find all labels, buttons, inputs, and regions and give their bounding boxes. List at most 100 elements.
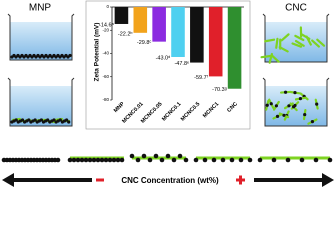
particle xyxy=(177,153,183,159)
particle xyxy=(129,153,135,159)
particle xyxy=(20,118,25,122)
particle xyxy=(293,91,297,95)
particle xyxy=(119,157,125,163)
particle xyxy=(298,96,303,101)
particle xyxy=(67,157,73,163)
nanocrystal xyxy=(291,42,303,48)
particle xyxy=(171,157,177,163)
particle xyxy=(52,118,56,122)
nanocrystal xyxy=(278,46,289,53)
y-tick-label: -60 xyxy=(102,74,109,79)
particle xyxy=(99,157,105,163)
value-label: -70.3ᵍ xyxy=(212,87,227,93)
beaker-outline xyxy=(262,77,330,127)
y-tick-label: -20 xyxy=(102,27,109,32)
particle xyxy=(33,118,37,122)
particle xyxy=(115,157,121,163)
particle xyxy=(165,153,171,159)
particle xyxy=(303,112,307,117)
nanocrystal xyxy=(270,54,280,63)
particle xyxy=(55,157,61,163)
particle xyxy=(229,157,235,163)
particle xyxy=(159,157,165,163)
bar xyxy=(227,7,242,89)
particle xyxy=(141,153,147,159)
particle xyxy=(153,153,159,159)
particle xyxy=(87,157,93,163)
particle xyxy=(193,157,199,163)
nanocrystal xyxy=(305,35,312,46)
particle xyxy=(111,157,117,163)
caption-bg xyxy=(92,174,254,186)
arrow-head xyxy=(322,173,334,187)
beaker-outline xyxy=(7,13,75,61)
bar xyxy=(171,7,185,57)
particle xyxy=(71,157,77,163)
particle xyxy=(211,157,217,163)
graphic: MNP CNC Zeta Potential (mV) 0 -20 -40 -60 -8… xyxy=(1,0,334,187)
beaker-outline xyxy=(7,77,75,127)
particle xyxy=(275,114,280,118)
nanocrystal xyxy=(294,34,305,42)
particle xyxy=(269,102,273,106)
particle xyxy=(247,157,253,163)
particle xyxy=(135,157,141,163)
nanocrystal xyxy=(280,33,290,42)
beaker-outline xyxy=(262,13,330,63)
axis-caption: CNC Concentration (wt%) xyxy=(121,176,219,185)
bar xyxy=(114,7,129,24)
particle xyxy=(327,157,333,163)
arrow-head xyxy=(2,173,14,187)
nanocrystal xyxy=(260,54,272,59)
left-title: MNP xyxy=(29,3,52,14)
y-axis-title: Zeta Potential (mV) xyxy=(94,23,101,82)
particle xyxy=(103,157,109,163)
particle xyxy=(91,157,97,163)
particle xyxy=(287,104,291,108)
concentration-arrow: CNC Concentration (wt%) xyxy=(2,173,334,187)
particle xyxy=(67,120,71,124)
value-label: -22.2ᵇ xyxy=(118,30,133,37)
bar xyxy=(208,7,223,77)
beaker xyxy=(10,22,72,60)
bar xyxy=(133,7,148,33)
particle xyxy=(274,104,278,108)
nanocrystal xyxy=(316,38,326,47)
particle xyxy=(46,118,50,122)
particle xyxy=(107,157,113,163)
value-label: -47.8ᵉ xyxy=(174,61,189,67)
particle xyxy=(313,157,319,163)
bar xyxy=(190,7,204,63)
particle xyxy=(58,118,62,122)
plus-icon xyxy=(239,175,242,185)
particle xyxy=(271,157,277,163)
particles xyxy=(1,26,333,163)
particle xyxy=(65,118,69,122)
particle xyxy=(283,90,288,94)
nanocrystal xyxy=(264,38,276,43)
nanocrystal xyxy=(275,37,279,49)
nanocrystal xyxy=(294,39,305,47)
particle xyxy=(220,157,226,163)
particle xyxy=(75,157,81,163)
particle xyxy=(95,157,101,163)
bar xyxy=(152,7,166,42)
particle xyxy=(315,102,319,106)
particle xyxy=(292,105,296,109)
particle xyxy=(310,120,315,124)
particle xyxy=(285,157,291,163)
value-label: -29.8ᶜ xyxy=(137,40,152,46)
y-tick-label: 0 xyxy=(106,4,109,9)
particle xyxy=(27,118,31,122)
y-tick-label: -80 xyxy=(102,97,109,102)
value-label: -59.7ᶠ xyxy=(194,74,209,81)
minus-icon xyxy=(96,178,104,182)
particle xyxy=(265,103,269,107)
particle xyxy=(83,157,89,163)
nanocrystal xyxy=(311,39,321,48)
particle xyxy=(39,118,44,122)
particle xyxy=(299,157,305,163)
chart-panel xyxy=(85,0,251,130)
particle xyxy=(238,157,244,163)
particle xyxy=(282,113,286,117)
